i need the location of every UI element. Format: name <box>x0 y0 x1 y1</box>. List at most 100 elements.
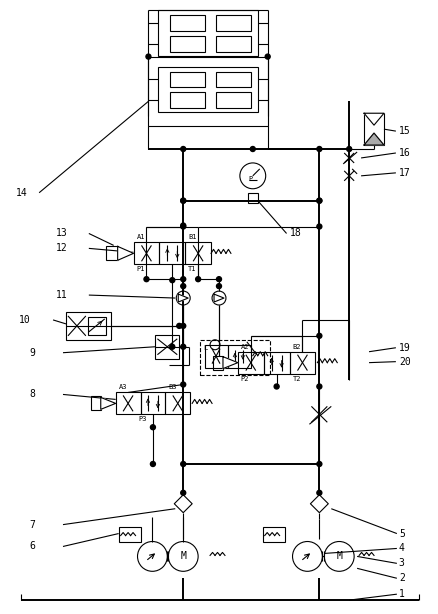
Circle shape <box>196 277 201 282</box>
Polygon shape <box>364 113 384 125</box>
Polygon shape <box>214 294 224 302</box>
Bar <box>248 193 258 203</box>
Text: 19: 19 <box>399 343 410 352</box>
Circle shape <box>177 324 182 328</box>
Text: 6: 6 <box>29 542 35 551</box>
Text: A1: A1 <box>137 235 145 241</box>
Circle shape <box>216 284 222 289</box>
Text: 16: 16 <box>399 148 410 158</box>
Bar <box>159 243 185 264</box>
Circle shape <box>347 147 352 152</box>
Bar <box>264 352 290 373</box>
Bar <box>170 36 205 52</box>
Text: 17: 17 <box>399 168 410 178</box>
Bar <box>200 340 270 375</box>
Text: P3: P3 <box>138 416 147 422</box>
Bar <box>216 92 251 108</box>
Text: 4: 4 <box>399 543 405 553</box>
Text: 1: 1 <box>399 589 405 599</box>
Text: 11: 11 <box>56 290 68 300</box>
Bar <box>148 56 268 126</box>
Circle shape <box>181 344 186 349</box>
Text: 15: 15 <box>399 126 410 136</box>
Bar <box>170 92 205 108</box>
Circle shape <box>216 277 222 282</box>
Bar <box>91 397 101 410</box>
Bar <box>216 15 251 31</box>
Text: 8: 8 <box>29 389 35 400</box>
Circle shape <box>317 384 322 389</box>
Circle shape <box>181 284 186 289</box>
Circle shape <box>170 278 175 282</box>
Circle shape <box>317 491 322 495</box>
Circle shape <box>250 147 255 152</box>
Bar <box>228 344 251 368</box>
Text: T1: T1 <box>188 266 197 272</box>
Bar <box>213 356 223 370</box>
Circle shape <box>181 198 186 203</box>
Polygon shape <box>178 294 188 302</box>
Circle shape <box>181 491 186 495</box>
Circle shape <box>181 324 186 328</box>
Text: L: L <box>203 344 207 351</box>
Circle shape <box>317 462 322 467</box>
Text: A2: A2 <box>241 344 249 350</box>
Circle shape <box>317 147 322 152</box>
Circle shape <box>150 462 155 467</box>
Bar <box>165 392 190 414</box>
Text: M: M <box>336 551 342 561</box>
Bar <box>205 344 228 368</box>
Text: T2: T2 <box>293 376 301 381</box>
Bar <box>88 317 106 335</box>
Bar <box>141 392 165 414</box>
Polygon shape <box>223 357 238 368</box>
Polygon shape <box>101 397 116 410</box>
Circle shape <box>181 198 186 203</box>
Text: P1: P1 <box>137 266 145 272</box>
Circle shape <box>181 382 186 387</box>
Bar <box>364 113 384 145</box>
Bar <box>159 10 258 56</box>
Circle shape <box>181 223 186 228</box>
Text: A3: A3 <box>119 384 127 391</box>
Circle shape <box>181 147 186 152</box>
Bar <box>116 392 141 414</box>
Text: 7: 7 <box>29 519 35 530</box>
Circle shape <box>317 224 322 229</box>
Bar <box>238 352 264 373</box>
Text: B1: B1 <box>188 235 197 241</box>
Bar <box>170 15 205 31</box>
Polygon shape <box>364 133 384 145</box>
Text: 20: 20 <box>399 357 410 367</box>
Text: 9: 9 <box>29 348 35 358</box>
Polygon shape <box>118 246 134 260</box>
Circle shape <box>317 333 322 338</box>
Circle shape <box>181 277 186 282</box>
Circle shape <box>265 54 270 59</box>
Text: M: M <box>180 551 186 561</box>
Text: 14: 14 <box>16 188 28 198</box>
Bar <box>155 335 179 359</box>
Bar <box>66 312 111 340</box>
Circle shape <box>170 344 175 349</box>
Bar <box>159 66 258 112</box>
Text: 10: 10 <box>19 315 31 325</box>
Bar <box>263 527 285 543</box>
Bar <box>290 352 315 373</box>
Circle shape <box>144 277 149 282</box>
Bar <box>106 246 118 260</box>
Text: 5: 5 <box>399 529 405 538</box>
Circle shape <box>317 198 322 203</box>
Text: B2: B2 <box>293 344 301 350</box>
Text: P: P <box>249 176 253 182</box>
Bar <box>119 527 141 543</box>
Text: 12: 12 <box>56 243 68 254</box>
Bar <box>216 71 251 87</box>
Text: 3: 3 <box>399 558 405 569</box>
Circle shape <box>317 198 322 203</box>
Circle shape <box>274 384 279 389</box>
Circle shape <box>181 224 186 229</box>
Circle shape <box>181 462 186 467</box>
Circle shape <box>146 54 151 59</box>
Bar <box>134 243 159 264</box>
